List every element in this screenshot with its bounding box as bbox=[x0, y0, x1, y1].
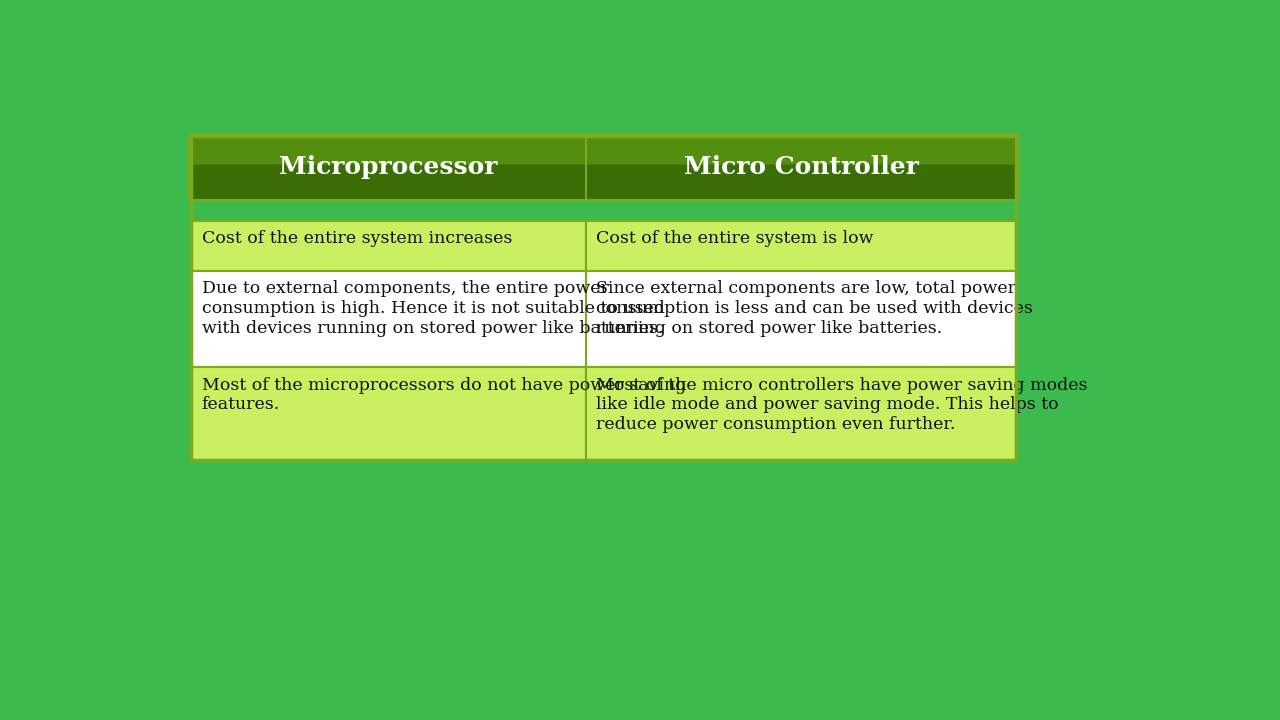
Text: Most of the micro controllers have power saving modes
like idle mode and power s: Most of the micro controllers have power… bbox=[596, 377, 1088, 433]
Text: Since external components are low, total power
consumption is less and can be us: Since external components are low, total… bbox=[596, 280, 1033, 337]
FancyBboxPatch shape bbox=[585, 367, 1016, 460]
FancyBboxPatch shape bbox=[191, 271, 585, 367]
Text: Microprocessor: Microprocessor bbox=[279, 156, 498, 179]
FancyBboxPatch shape bbox=[191, 221, 585, 271]
Text: Cost of the entire system is low: Cost of the entire system is low bbox=[596, 230, 874, 248]
FancyBboxPatch shape bbox=[585, 221, 1016, 271]
Text: Due to external components, the entire power
consumption is high. Hence it is no: Due to external components, the entire p… bbox=[202, 280, 664, 337]
FancyBboxPatch shape bbox=[191, 198, 1016, 221]
Text: Most of the microprocessors do not have power saving
features.: Most of the microprocessors do not have … bbox=[202, 377, 686, 413]
Text: Micro Controller: Micro Controller bbox=[684, 156, 918, 179]
FancyBboxPatch shape bbox=[192, 138, 1015, 164]
FancyBboxPatch shape bbox=[191, 367, 585, 460]
FancyBboxPatch shape bbox=[585, 271, 1016, 367]
Text: Cost of the entire system increases: Cost of the entire system increases bbox=[202, 230, 512, 248]
FancyBboxPatch shape bbox=[188, 134, 1019, 200]
